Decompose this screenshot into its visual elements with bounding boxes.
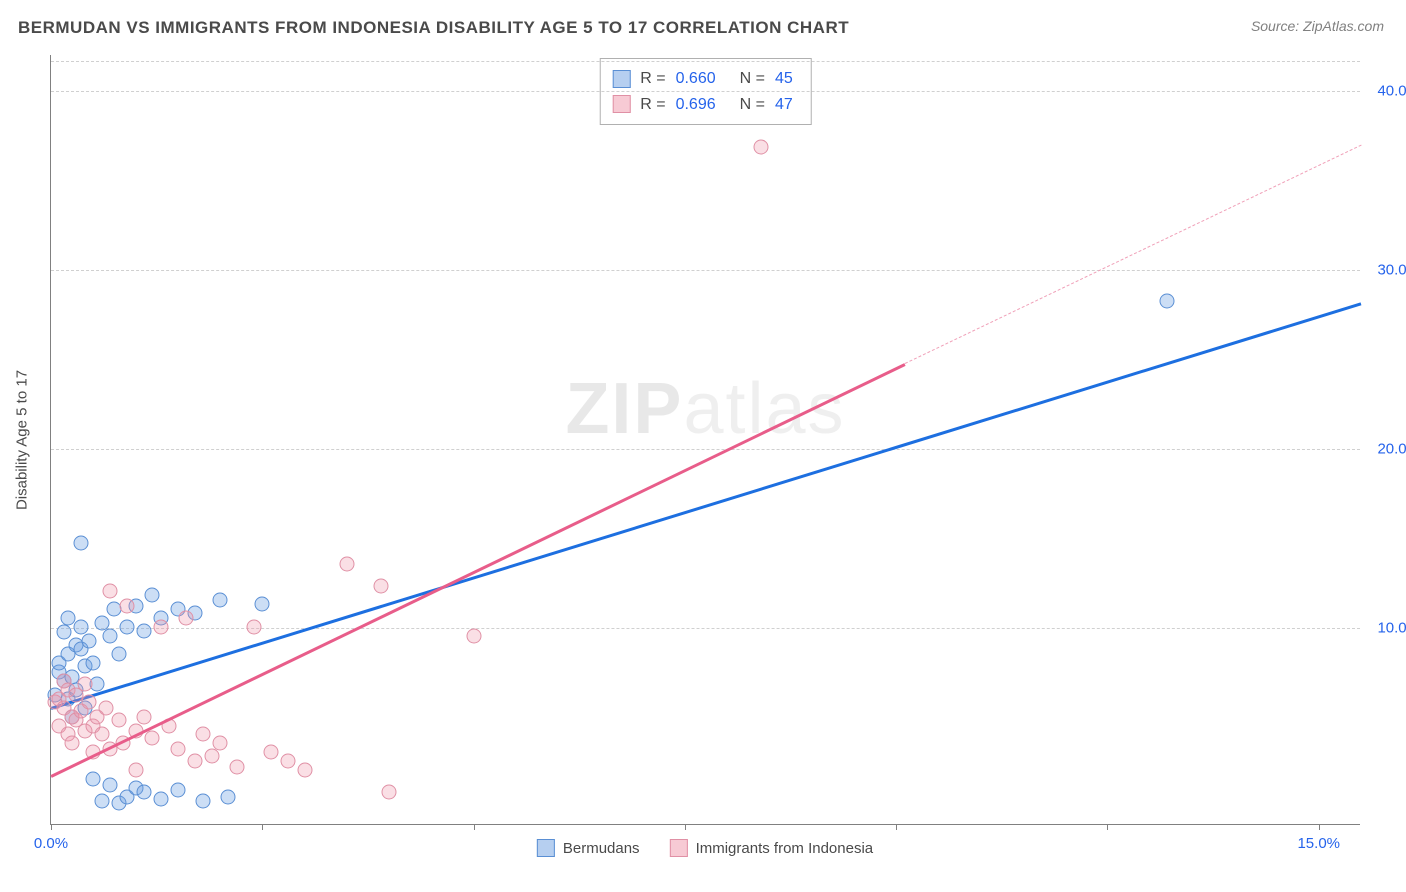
trend-line [50,363,905,777]
chart-header: BERMUDAN VS IMMIGRANTS FROM INDONESIA DI… [0,0,1406,48]
stats-row-blue: R = 0.660 N = 45 [612,66,793,92]
data-point [229,759,244,774]
x-tick-label: 0.0% [34,835,68,852]
data-point [82,695,97,710]
data-point [297,763,312,778]
data-point [111,713,126,728]
x-tick-mark [1107,824,1108,830]
data-point [196,793,211,808]
legend-label: Bermudans [563,840,640,857]
data-point [77,677,92,692]
x-tick-label: 15.0% [1297,835,1340,852]
watermark-bold: ZIP [565,369,683,449]
x-tick-mark [474,824,475,830]
legend-label: Immigrants from Indonesia [696,840,874,857]
data-point [382,784,397,799]
data-point [153,620,168,635]
data-point [94,727,109,742]
legend-item-indonesia: Immigrants from Indonesia [670,839,874,857]
n-label: N = [740,92,765,118]
x-tick-mark [685,824,686,830]
r-label: R = [640,92,665,118]
chart-area: Disability Age 5 to 17 ZIPatlas R = 0.66… [50,55,1360,825]
data-point [136,623,151,638]
y-tick-label: 20.0% [1377,440,1406,457]
data-point [280,754,295,769]
x-tick-mark [51,824,52,830]
y-tick-label: 30.0% [1377,261,1406,278]
gridline [51,270,1360,271]
gridline [51,91,1360,92]
stats-row-pink: R = 0.696 N = 47 [612,92,793,118]
data-point [213,736,228,751]
data-point [153,791,168,806]
data-point [246,620,261,635]
swatch-pink-icon [670,839,688,857]
n-value-pink: 47 [775,92,793,118]
n-value-blue: 45 [775,66,793,92]
x-tick-mark [1319,824,1320,830]
data-point [94,793,109,808]
r-label: R = [640,66,665,92]
data-point [170,741,185,756]
data-point [255,596,270,611]
data-point [98,700,113,715]
gridline [51,449,1360,450]
data-point [1159,294,1174,309]
data-point [213,593,228,608]
y-axis-label: Disability Age 5 to 17 [14,370,31,510]
data-point [120,598,135,613]
plot-region: ZIPatlas R = 0.660 N = 45 R = 0.696 N = … [50,55,1360,825]
trend-line [904,145,1361,364]
data-point [73,535,88,550]
y-tick-label: 40.0% [1377,82,1406,99]
data-point [128,763,143,778]
data-point [196,727,211,742]
x-tick-mark [896,824,897,830]
data-point [373,578,388,593]
watermark: ZIPatlas [565,368,845,450]
data-point [339,557,354,572]
data-point [263,745,278,760]
y-tick-label: 10.0% [1377,620,1406,637]
r-value-blue: 0.660 [676,66,716,92]
trend-line [51,302,1362,709]
data-point [73,620,88,635]
data-point [753,140,768,155]
watermark-light: atlas [683,369,845,449]
data-point [179,611,194,626]
swatch-pink-icon [612,95,630,113]
data-point [221,790,236,805]
r-value-pink: 0.696 [676,92,716,118]
data-point [120,620,135,635]
gridline [51,61,1360,62]
data-point [82,634,97,649]
data-point [56,625,71,640]
data-point [103,777,118,792]
data-point [145,731,160,746]
data-point [204,748,219,763]
n-label: N = [740,66,765,92]
data-point [145,587,160,602]
chart-title: BERMUDAN VS IMMIGRANTS FROM INDONESIA DI… [18,18,849,38]
data-point [136,784,151,799]
bottom-legend: Bermudans Immigrants from Indonesia [537,839,873,857]
data-point [103,584,118,599]
chart-source: Source: ZipAtlas.com [1251,18,1384,34]
legend-item-bermudans: Bermudans [537,839,640,857]
data-point [170,782,185,797]
swatch-blue-icon [612,70,630,88]
data-point [103,628,118,643]
data-point [65,736,80,751]
data-point [111,646,126,661]
data-point [136,709,151,724]
x-tick-mark [262,824,263,830]
data-point [466,628,481,643]
data-point [86,655,101,670]
data-point [187,754,202,769]
swatch-blue-icon [537,839,555,857]
data-point [86,772,101,787]
